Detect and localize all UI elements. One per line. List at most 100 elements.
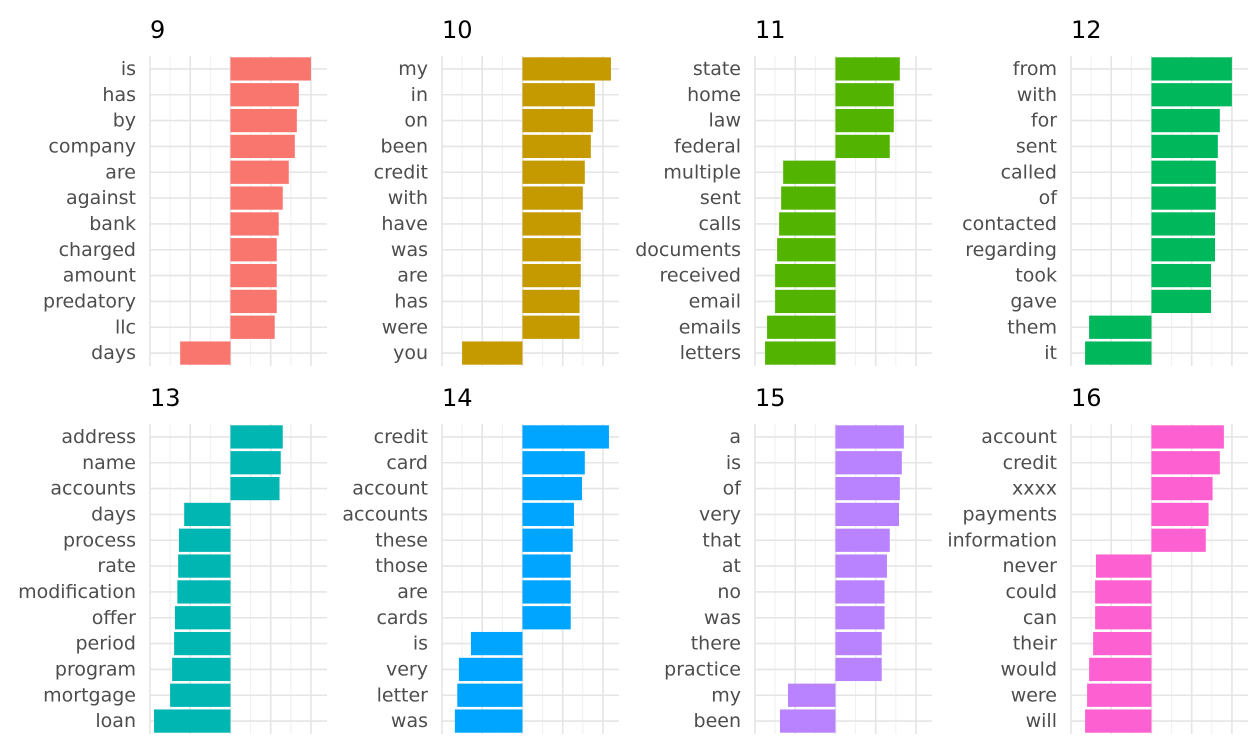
panel-title: 14 [442,384,473,412]
bar-charged [230,238,277,262]
bar-law [835,108,894,133]
tick-label: xxxx [1012,478,1057,500]
bar-a [835,425,904,449]
bar-predatory [230,289,277,314]
tick-label: calls [698,213,741,235]
tick-label: were [1011,684,1057,706]
tick-label: have [381,213,428,235]
bar-of [835,476,900,501]
bar-xxxx [1151,476,1213,501]
bar-process [178,528,231,552]
bar-of [1151,186,1216,210]
bar-was [835,606,885,630]
tick-label: was [391,239,428,261]
tick-label: are [105,161,136,183]
tick-label: state [693,58,741,80]
tick-label: on [404,110,428,132]
bar-against [230,186,283,210]
tick-label: card [386,452,428,474]
tick-label: been [694,710,741,732]
tick-label: federal [674,135,741,157]
tick-label: never [1003,555,1058,577]
bar-is [470,631,523,656]
bar-sent [781,186,836,210]
panel-9: is has by company are against bank charged amoun… [43,16,327,366]
tick-label: letter [377,684,429,706]
tick-label: my [711,684,741,706]
panel-title: 15 [755,384,786,412]
bar-letter [457,683,523,707]
tick-label: for [1031,110,1057,132]
bar-rate [178,554,231,578]
tick-label: my [398,58,428,80]
tick-label: of [1039,187,1059,209]
tick-label: you [393,342,428,364]
tick-label: at [722,555,741,577]
panel-16: account credit xxxx payments information neve… [947,384,1248,734]
bar-has [522,289,580,314]
tick-label: company [48,135,136,157]
bar-been [779,709,836,733]
tick-label: bank [89,213,136,235]
tick-label: letters [680,342,741,364]
bar-home [835,83,894,107]
bar-never [1095,554,1152,578]
panel-10: my in on been credit with have was are has were you… [374,16,619,366]
tick-label: in [411,84,428,106]
bar-calls [779,212,836,236]
tick-label: been [381,135,428,157]
tick-label: account [352,478,428,500]
bar-card [522,451,585,475]
tick-label: there [691,633,741,655]
tick-label: it [1044,342,1057,364]
tick-label: amount [63,265,136,287]
bar-them [1089,315,1152,339]
bar-program [172,657,231,682]
tick-label: account [981,426,1057,448]
tick-label: predatory [43,290,136,312]
bar-is [835,451,902,475]
bar-offer [174,606,231,630]
bar-information [1151,528,1206,552]
tick-label: has [394,290,428,312]
tick-label: is [413,633,428,655]
tick-label: accounts [50,478,136,500]
bar-company [230,134,295,159]
bar-my [522,57,611,81]
bar-account [1151,425,1224,449]
bar-took [1151,263,1211,288]
tick-label: documents [635,239,741,261]
tick-label: mortgage [43,684,136,706]
tick-label: practice [664,658,741,680]
bar-my [787,683,836,707]
bar-sent [1151,134,1218,159]
bar-have [522,212,581,236]
bar-bank [230,212,279,236]
bar-were [1087,683,1152,707]
tick-label: sent [700,187,741,209]
bar-email [775,289,836,314]
tick-label: payments [962,503,1057,525]
tick-label: that [702,529,741,551]
bar-called [1151,160,1216,184]
tick-label: very [386,658,428,680]
tick-label: credit [374,161,428,183]
tick-label: address [61,426,136,448]
tick-label: called [1001,161,1057,183]
bar-practice [835,657,882,682]
bar-days [184,502,231,527]
tick-label: took [1015,265,1057,287]
bar-letters [765,341,836,365]
bar-address [230,425,283,449]
bar-was [522,238,581,262]
bar-payments [1151,502,1209,527]
bar-cards [522,606,571,630]
bar-you [462,341,523,365]
bar-credit [522,425,609,449]
tick-label: credit [374,426,428,448]
bar-is [230,57,311,81]
bar-federal [835,134,890,159]
tick-label: are [397,581,428,603]
bar-are [522,580,571,604]
